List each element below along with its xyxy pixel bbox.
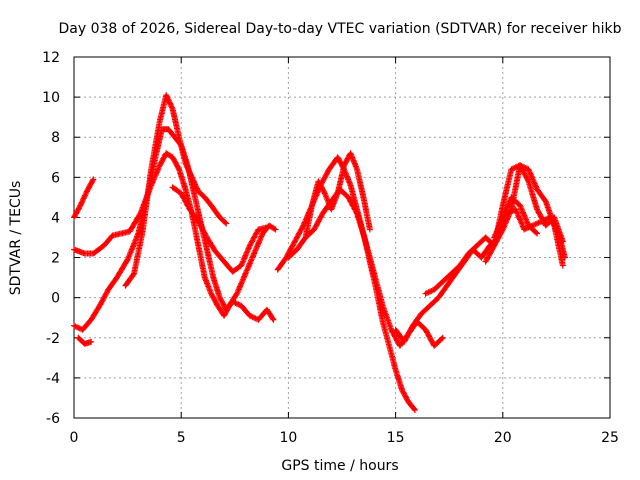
x-tick-label: 25	[601, 430, 619, 446]
plus-markers	[491, 194, 541, 241]
x-tick-label: 20	[494, 430, 512, 446]
y-tick-label: 12	[42, 50, 60, 66]
x-tick-label: 15	[387, 430, 405, 446]
plot-frame	[73, 56, 611, 419]
y-tick-label: -6	[46, 411, 60, 427]
plus-markers	[169, 184, 270, 275]
series-s1	[71, 176, 97, 221]
y-axis-label: SDTVAR / TECUs	[8, 181, 24, 296]
series-s2	[71, 150, 279, 319]
y-tick-label: 10	[42, 90, 60, 106]
chart-title: Day 038 of 2026, Sidereal Day-to-day VTE…	[59, 21, 622, 37]
series-s4	[122, 92, 230, 289]
series-s13	[491, 194, 541, 241]
series-s11	[422, 162, 566, 297]
x-tick-label: 5	[177, 430, 186, 446]
plus-markers	[285, 186, 446, 349]
data-marks	[71, 92, 568, 413]
y-tick-label: -4	[46, 371, 60, 387]
series-s6	[75, 334, 95, 347]
y-tick-label: 2	[51, 251, 60, 267]
x-tick-label: 0	[70, 430, 79, 446]
x-tick-label: 10	[279, 430, 297, 446]
plus-markers	[302, 150, 373, 241]
y-tick-label: 4	[51, 210, 60, 226]
y-tick-label: 8	[51, 130, 60, 146]
y-tick-label: 6	[51, 170, 60, 186]
y-tick-label: 0	[51, 291, 60, 307]
axis-ticks: 0 5 10 15 20 25 -6 -4 -2 0 2 4 6 8 10 12	[42, 50, 619, 446]
y-tick-label: -2	[46, 331, 60, 347]
series-s5	[169, 184, 270, 275]
plus-markers	[71, 176, 97, 221]
series-s9	[302, 150, 373, 241]
plus-markers	[71, 150, 279, 319]
x-axis-label: GPS time / hours	[281, 458, 398, 474]
series-s8	[285, 186, 446, 349]
plus-markers	[422, 162, 566, 297]
plus-markers	[122, 92, 230, 289]
grid-lines	[74, 57, 610, 418]
plus-markers	[75, 334, 95, 347]
